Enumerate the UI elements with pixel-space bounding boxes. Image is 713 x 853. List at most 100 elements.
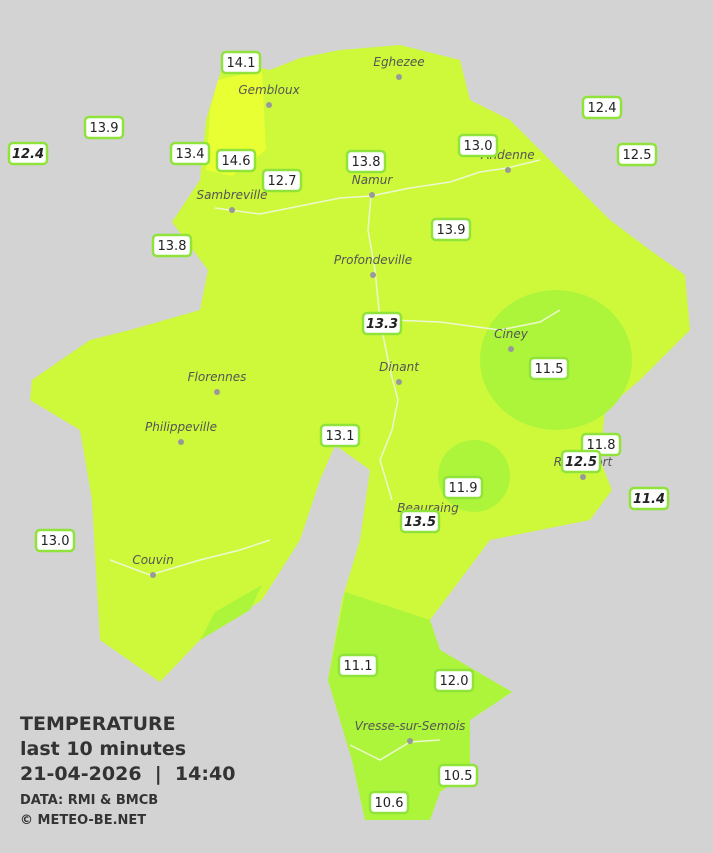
station-box — [560, 449, 602, 474]
town-label: Ciney — [494, 327, 529, 341]
station-box — [581, 95, 623, 120]
legend-period: last 10 minutes — [20, 738, 186, 760]
station: 12.4 — [7, 141, 49, 166]
station: 13.3 — [361, 311, 403, 336]
station-value: 12.7 — [268, 174, 297, 189]
town: Profondeville — [334, 253, 412, 278]
station-value: 13.8 — [352, 155, 381, 170]
station-value: 12.4 — [588, 101, 617, 116]
town-label: Florennes — [188, 370, 247, 384]
town-label: Eghezee — [373, 55, 424, 69]
river — [109, 539, 271, 576]
station-value: 12.0 — [440, 674, 469, 689]
station-box — [345, 149, 387, 174]
town-dot — [229, 207, 235, 213]
town-dot — [214, 389, 220, 395]
town-dot — [266, 102, 272, 108]
station: 12.5 — [560, 449, 602, 474]
station-value: 13.5 — [404, 515, 436, 530]
town: Eghezee — [373, 55, 425, 80]
station: 11.4 — [628, 486, 670, 511]
station-value: 11.8 — [587, 438, 616, 453]
station: 12.0 — [433, 668, 475, 693]
station-value: 11.1 — [344, 659, 373, 674]
legend-title: TEMPERATURE — [20, 713, 176, 735]
town-label: Sambreville — [196, 188, 267, 202]
town-label: Vresse-sur-Semois — [355, 719, 466, 733]
town-dot — [508, 346, 514, 352]
legend-copyright: © METEO-BE.NET — [20, 813, 146, 828]
town-dot — [396, 379, 402, 385]
town: Couvin — [132, 553, 174, 578]
station-box — [151, 233, 193, 258]
station: 12.5 — [616, 142, 658, 167]
station-box — [337, 653, 379, 678]
legend-source: DATA: RMI & BMCB — [20, 793, 158, 808]
town-dot — [370, 272, 376, 278]
station-box — [220, 50, 262, 75]
station-value: 13.0 — [464, 139, 493, 154]
station: 10.5 — [437, 763, 479, 788]
legend-datetime: 21-04-2026 | 14:40 — [20, 763, 235, 785]
station-box — [430, 217, 472, 242]
station: 13.8 — [345, 149, 387, 174]
station-box — [261, 168, 303, 193]
river — [214, 159, 541, 215]
town-dot — [407, 738, 413, 744]
station: 13.1 — [319, 423, 361, 448]
station-box — [319, 423, 361, 448]
station: 13.5 — [399, 509, 441, 534]
station-value: 13.4 — [176, 147, 205, 162]
station-box — [433, 668, 475, 693]
station: 13.9 — [430, 217, 472, 242]
station-value: 13.3 — [366, 317, 398, 332]
town: Sambreville — [196, 188, 268, 213]
station-box — [399, 509, 441, 534]
station-value: 10.6 — [375, 796, 404, 811]
town-label: Couvin — [132, 553, 173, 567]
town: Namur — [352, 173, 394, 198]
station-value: 14.1 — [227, 56, 256, 71]
town-label: Namur — [352, 173, 394, 187]
station-value: 11.5 — [535, 362, 564, 377]
station-box — [368, 790, 410, 815]
station-value: 12.5 — [565, 455, 597, 470]
cool-area — [328, 592, 512, 820]
station-value: 12.4 — [12, 147, 44, 162]
station-value: 13.8 — [158, 239, 187, 254]
station-box — [7, 141, 49, 166]
station: 13.0 — [457, 133, 499, 158]
town: Vresse-sur-Semois — [355, 719, 466, 744]
station: 13.9 — [83, 115, 125, 140]
cool-area — [200, 585, 262, 640]
town: Philippeville — [145, 420, 217, 445]
town-dot — [178, 439, 184, 445]
station-value: 13.0 — [41, 534, 70, 549]
river — [367, 195, 399, 501]
town: Dinant — [379, 360, 420, 385]
station-box — [361, 311, 403, 336]
station-value: 13.9 — [90, 121, 119, 136]
town-dot — [369, 192, 375, 198]
town: Ciney — [494, 327, 529, 352]
town-dot — [150, 572, 156, 578]
station-box — [215, 148, 257, 173]
station-value: 12.5 — [623, 148, 652, 163]
town-dot — [505, 167, 511, 173]
station: 13.0 — [34, 528, 76, 553]
station-value: 13.9 — [437, 223, 466, 238]
town-label: Philippeville — [145, 420, 217, 434]
rivers — [109, 159, 561, 761]
station-value: 10.5 — [444, 769, 473, 784]
station-box — [83, 115, 125, 140]
station-box — [437, 763, 479, 788]
station-box — [628, 486, 670, 511]
station-value: 11.9 — [449, 481, 478, 496]
river — [349, 739, 441, 761]
town: Gembloux — [238, 83, 301, 108]
station: 11.1 — [337, 653, 379, 678]
town-label: Profondeville — [334, 253, 412, 267]
station: 10.6 — [368, 790, 410, 815]
town: Florennes — [188, 370, 247, 395]
